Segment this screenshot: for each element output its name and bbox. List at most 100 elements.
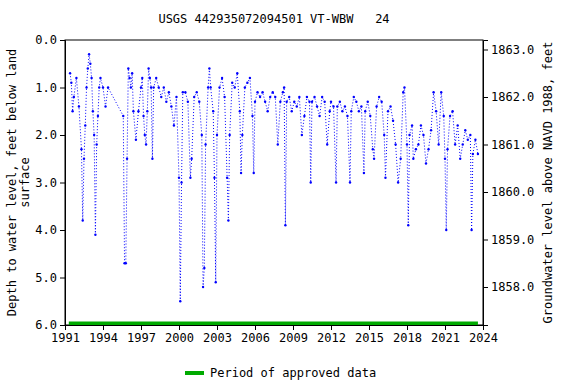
tick-mark	[60, 278, 65, 279]
tick-mark	[407, 325, 408, 330]
data-point	[160, 96, 162, 98]
data-point	[95, 143, 97, 145]
data-point	[78, 105, 80, 107]
data-point	[89, 63, 91, 65]
data-point	[151, 158, 153, 160]
data-point	[344, 105, 346, 107]
data-point	[387, 110, 389, 112]
tick-label: 2018	[393, 331, 422, 345]
data-point	[310, 181, 312, 183]
x-axis: 1991199419972000200320062009201220152018…	[51, 325, 498, 345]
tick-mark	[483, 192, 488, 193]
data-point	[223, 96, 225, 98]
data-point	[189, 177, 191, 179]
data-point	[236, 72, 238, 74]
data-point	[412, 158, 414, 160]
data-point	[99, 77, 101, 79]
data-point	[158, 86, 160, 88]
data-point	[87, 67, 89, 69]
tick-mark	[60, 88, 65, 89]
data-point	[449, 115, 451, 117]
data-point	[180, 181, 182, 183]
tick: 3.0	[35, 176, 65, 190]
data-point	[440, 91, 442, 93]
data-point	[173, 124, 175, 126]
data-point	[97, 115, 99, 117]
data-point	[84, 124, 86, 126]
data-point	[261, 91, 263, 93]
data-point	[73, 96, 75, 98]
title: USGS 442935072094501 VT-WBW 24	[158, 12, 389, 26]
data-point	[422, 134, 424, 136]
data-point	[437, 143, 439, 145]
data-point	[288, 96, 290, 98]
legend: Period of approved data	[185, 366, 376, 380]
data-point	[380, 101, 382, 103]
data-point	[94, 234, 96, 236]
tick-mark	[60, 230, 65, 231]
data-point	[246, 82, 248, 84]
data-point	[251, 115, 253, 117]
data-point	[467, 139, 469, 141]
data-point	[283, 86, 285, 88]
data-point	[201, 134, 203, 136]
tick: 1861.0	[483, 138, 534, 152]
tick: 1994	[89, 325, 118, 345]
markers	[69, 53, 479, 302]
data-point	[259, 96, 261, 98]
data-point	[411, 124, 413, 126]
data-point	[239, 110, 241, 112]
tick-label: 1862.0	[491, 90, 534, 104]
data-point	[234, 86, 236, 88]
data-point	[353, 96, 355, 98]
data-point	[208, 67, 210, 69]
data-point	[296, 105, 298, 107]
tick-label: 4.0	[35, 223, 57, 237]
data-point	[308, 101, 310, 103]
tick: 4.0	[35, 223, 65, 237]
data-point	[135, 139, 137, 141]
data-point	[256, 91, 258, 93]
data-point	[83, 158, 85, 160]
data-point	[204, 143, 206, 145]
tick-label: 2024	[469, 331, 498, 345]
data-point	[90, 77, 92, 79]
tick-label: 2021	[431, 331, 460, 345]
data-point	[349, 181, 351, 183]
data-point	[355, 101, 357, 103]
data-point	[144, 134, 146, 136]
data-point	[378, 96, 380, 98]
tick: 2021	[431, 325, 460, 345]
data-point	[472, 153, 474, 155]
approved-period	[69, 322, 478, 325]
data-point	[279, 101, 281, 103]
data-point	[80, 148, 82, 150]
data-point	[277, 143, 279, 145]
data-point	[127, 67, 129, 69]
data-point	[445, 229, 447, 231]
data-point	[301, 134, 303, 136]
data-point	[446, 148, 448, 150]
axis-line	[66, 326, 484, 331]
data-point	[209, 86, 211, 88]
data-point	[149, 77, 151, 79]
data-point	[384, 177, 386, 179]
data-point	[456, 124, 458, 126]
axis-line	[484, 41, 489, 326]
data-point	[249, 77, 251, 79]
tick-label: 1997	[127, 331, 156, 345]
data-point	[184, 91, 186, 93]
data-point	[132, 110, 134, 112]
tick: 2024	[469, 325, 498, 345]
tick-mark	[483, 50, 488, 51]
axis-line	[60, 41, 66, 326]
data-point	[313, 96, 315, 98]
data-point	[274, 96, 276, 98]
data-point	[70, 82, 72, 84]
legend-label: Period of approved data	[210, 366, 376, 380]
data-point	[131, 72, 133, 74]
data-point	[203, 267, 205, 269]
data-point	[407, 224, 409, 226]
data-point	[253, 172, 255, 174]
data-point	[102, 86, 104, 88]
